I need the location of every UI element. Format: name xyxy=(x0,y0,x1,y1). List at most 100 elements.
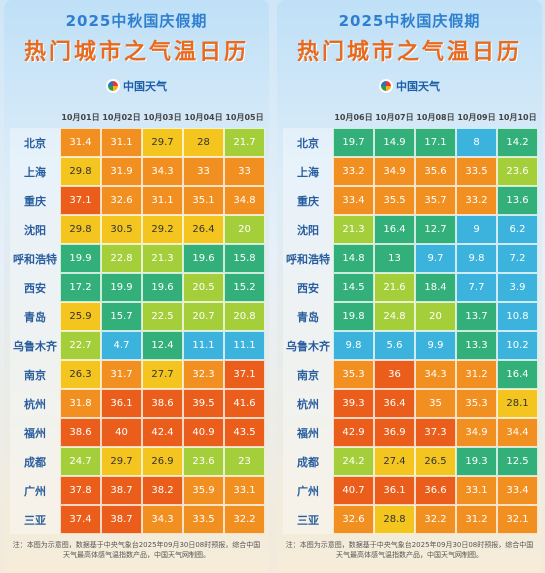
temperature-cell: 32.1 xyxy=(497,505,538,534)
calendar-panel-left: 2025中秋国庆假期 热门城市之气温日历 中国天气 10月01日 10月02日 10… xyxy=(4,0,269,573)
city-name: 三亚 xyxy=(10,505,60,534)
city-name: 乌鲁木齐 xyxy=(283,331,333,360)
temperature-cell: 29.7 xyxy=(101,447,142,476)
date-header: 10月05日 xyxy=(225,112,264,122)
temperature-cell: 29.8 xyxy=(60,157,101,186)
temperature-cell: 24.8 xyxy=(374,302,415,331)
temperature-cell: 29.7 xyxy=(142,128,183,157)
logo: 中国天气 xyxy=(4,78,269,94)
city-row: 广州 40.7 36.1 36.6 33.1 33.4 xyxy=(283,476,538,505)
temperature-cell: 10.8 xyxy=(497,302,538,331)
temperature-cell: 35.3 xyxy=(456,389,497,418)
city-row: 沈阳 29.8 30.5 29.2 26.4 20 xyxy=(10,215,265,244)
temperature-cell: 20.7 xyxy=(183,302,224,331)
corner-cell xyxy=(283,106,333,128)
city-row: 重庆 37.1 32.6 31.1 35.1 34.8 xyxy=(10,186,265,215)
temperature-cell: 36.1 xyxy=(374,476,415,505)
temperature-cell: 21.3 xyxy=(142,244,183,273)
temperature-cell: 31.2 xyxy=(456,505,497,534)
temperature-cell: 35 xyxy=(415,389,456,418)
temperature-cell: 7.2 xyxy=(497,244,538,273)
temperature-cell: 23 xyxy=(224,447,265,476)
temperature-cell: 19.7 xyxy=(333,128,374,157)
temperature-cell: 41.6 xyxy=(224,389,265,418)
temperature-cell: 20.5 xyxy=(183,273,224,302)
temperature-cell: 34.3 xyxy=(415,360,456,389)
temperature-cell: 40 xyxy=(101,418,142,447)
temperature-cell: 31.1 xyxy=(101,128,142,157)
temperature-cell: 28.1 xyxy=(497,389,538,418)
city-name: 北京 xyxy=(10,128,60,157)
temperature-cell: 32.6 xyxy=(101,186,142,215)
temperature-cell: 13.3 xyxy=(456,331,497,360)
city-row: 沈阳 21.3 16.4 12.7 9 6.2 xyxy=(283,215,538,244)
temperature-cell: 22.7 xyxy=(60,331,101,360)
temperature-cell: 26.5 xyxy=(415,447,456,476)
temperature-cell: 29.8 xyxy=(60,215,101,244)
temperature-cell: 14.2 xyxy=(497,128,538,157)
city-row: 杭州 39.3 36.4 35 35.3 28.1 xyxy=(283,389,538,418)
temperature-cell: 40.7 xyxy=(333,476,374,505)
city-row: 成都 24.7 29.7 26.9 23.6 23 xyxy=(10,447,265,476)
temperature-cell: 16.4 xyxy=(497,360,538,389)
temperature-cell: 38.7 xyxy=(101,505,142,534)
temperature-cell: 34.3 xyxy=(142,157,183,186)
title-line2: 热门城市之气温日历 xyxy=(296,40,522,65)
temperature-table: 10月06日 10月07日 10月08日 10月09日 10月10日 北京 19.7 14.… xyxy=(283,106,538,534)
temperature-cell: 31.4 xyxy=(60,128,101,157)
temperature-cell: 37.3 xyxy=(415,418,456,447)
temperature-cell: 35.6 xyxy=(415,157,456,186)
city-name: 沈阳 xyxy=(283,215,333,244)
temperature-cell: 4.7 xyxy=(101,331,142,360)
temperature-cell: 8 xyxy=(456,128,497,157)
city-row: 北京 31.4 31.1 29.7 28 21.7 xyxy=(10,128,265,157)
temperature-cell: 19.9 xyxy=(60,244,101,273)
temperature-cell: 38.7 xyxy=(101,476,142,505)
temperature-cell: 31.2 xyxy=(456,360,497,389)
temperature-cell: 42.9 xyxy=(333,418,374,447)
temperature-cell: 28 xyxy=(183,128,224,157)
temperature-cell: 39.5 xyxy=(183,389,224,418)
temperature-cell: 37.1 xyxy=(60,186,101,215)
city-name: 杭州 xyxy=(10,389,60,418)
temperature-cell: 18.4 xyxy=(415,273,456,302)
city-name: 三亚 xyxy=(283,505,333,534)
temperature-cell: 21.6 xyxy=(374,273,415,302)
temperature-cell: 32.3 xyxy=(183,360,224,389)
city-row: 青岛 19.8 24.8 20 13.7 10.8 xyxy=(283,302,538,331)
china-weather-logo-icon xyxy=(106,79,120,93)
city-row: 上海 29.8 31.9 34.3 33 33 xyxy=(10,157,265,186)
temperature-cell: 19.6 xyxy=(142,273,183,302)
temperature-cell: 25.9 xyxy=(60,302,101,331)
temperature-cell: 9 xyxy=(456,215,497,244)
city-name: 上海 xyxy=(10,157,60,186)
logo-text: 中国天气 xyxy=(396,80,440,93)
city-name: 乌鲁木齐 xyxy=(10,331,60,360)
temperature-cell: 32.2 xyxy=(415,505,456,534)
temperature-cell: 42.4 xyxy=(142,418,183,447)
temperature-cell: 30.5 xyxy=(101,215,142,244)
date-header: 10月03日 xyxy=(143,112,182,122)
temperature-cell: 21.3 xyxy=(333,215,374,244)
temperature-cell: 35.5 xyxy=(374,186,415,215)
temperature-cell: 31.8 xyxy=(60,389,101,418)
temperature-cell: 15.7 xyxy=(101,302,142,331)
city-name: 福州 xyxy=(283,418,333,447)
city-row: 杭州 31.8 36.1 38.6 39.5 41.6 xyxy=(10,389,265,418)
corner-cell xyxy=(10,106,60,128)
temperature-cell: 14.9 xyxy=(374,128,415,157)
city-name: 西安 xyxy=(283,273,333,302)
temperature-cell: 11.1 xyxy=(183,331,224,360)
date-header-row: 10月06日 10月07日 10月08日 10月09日 10月10日 xyxy=(283,106,538,128)
temperature-cell: 40.9 xyxy=(183,418,224,447)
temperature-cell: 27.7 xyxy=(142,360,183,389)
footnote: 注：本图为示意图，数据基于中央气象台2025年09月30日08时预报，综合中国天… xyxy=(12,541,261,559)
date-header: 10月09日 xyxy=(457,112,496,122)
city-row: 重庆 33.4 35.5 35.7 33.2 13.6 xyxy=(283,186,538,215)
temperature-cell: 36.1 xyxy=(101,389,142,418)
temperature-cell: 23.6 xyxy=(183,447,224,476)
city-name: 广州 xyxy=(283,476,333,505)
city-name: 上海 xyxy=(283,157,333,186)
calendar-panel-right: 2025中秋国庆假期 热门城市之气温日历 中国天气 10月06日 10月07日 10… xyxy=(277,0,542,573)
temperature-table: 10月01日 10月02日 10月03日 10月04日 10月05日 北京 31.4 31.… xyxy=(10,106,265,534)
